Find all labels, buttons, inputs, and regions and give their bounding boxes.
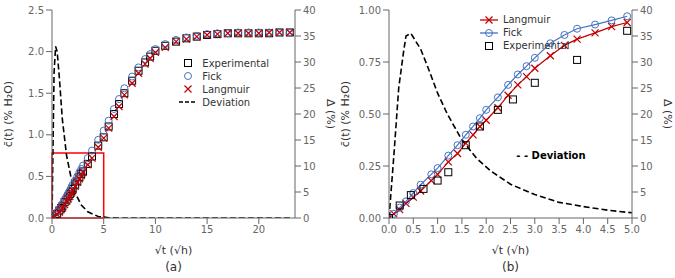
svg-text:40: 40 <box>640 5 653 16</box>
svg-text:0.75: 0.75 <box>359 57 381 68</box>
html-text:Fick: Fick <box>502 27 522 38</box>
svg-text:2.0: 2.0 <box>478 224 494 235</box>
svg-text:0: 0 <box>49 224 55 235</box>
svg-text:- - Deviation: - - Deviation <box>516 150 585 161</box>
svg-text:0.5: 0.5 <box>28 171 44 182</box>
html-text:Experimental: Experimental <box>502 40 570 51</box>
svg-text:2.5: 2.5 <box>503 224 519 235</box>
svg-text:15: 15 <box>201 224 214 235</box>
svg-text:√t (√h): √t (√h) <box>155 244 192 256</box>
svg-text:2.5: 2.5 <box>28 5 44 16</box>
html-text:Deviation: Deviation <box>202 96 251 108</box>
svg-text:c̄(t) (% H₂O): c̄(t) (% H₂O) <box>339 81 352 147</box>
svg-text:10: 10 <box>640 161 653 172</box>
svg-text:Δ (%): Δ (%) <box>661 99 667 129</box>
svg-text:5: 5 <box>640 187 646 198</box>
svg-text:0.0: 0.0 <box>28 213 44 224</box>
svg-text:35: 35 <box>640 31 653 42</box>
svg-text:0.50: 0.50 <box>359 109 381 120</box>
svg-text:0.0: 0.0 <box>381 224 397 235</box>
svg-text:1.5: 1.5 <box>28 88 44 99</box>
svg-text:0: 0 <box>303 213 309 224</box>
svg-text:40: 40 <box>303 5 316 16</box>
svg-text:20: 20 <box>303 109 316 120</box>
svg-text:20: 20 <box>640 109 653 120</box>
html-text:(a): (a) <box>165 260 182 274</box>
svg-text:10: 10 <box>303 161 316 172</box>
svg-text:1.0: 1.0 <box>28 129 44 140</box>
svg-text:2.0: 2.0 <box>28 46 44 57</box>
svg-text:30: 30 <box>640 57 653 68</box>
html-text:Fick: Fick <box>202 70 222 82</box>
svg-text:1.5: 1.5 <box>454 224 470 235</box>
svg-text:10: 10 <box>149 224 162 235</box>
svg-text:5: 5 <box>101 224 107 235</box>
svg-text:3.5: 3.5 <box>551 224 567 235</box>
html-text:Langmuir: Langmuir <box>202 83 250 95</box>
svg-text:15: 15 <box>303 135 316 146</box>
svg-text:0: 0 <box>640 213 646 224</box>
svg-text:5: 5 <box>303 187 309 198</box>
svg-text:20: 20 <box>252 224 265 235</box>
svg-text:1.0: 1.0 <box>430 224 446 235</box>
html-text:Langmuir: Langmuir <box>502 14 551 25</box>
svg-text:√t (√h): √t (√h) <box>492 244 529 256</box>
svg-text:15: 15 <box>640 135 653 146</box>
html-text:Experimental: Experimental <box>202 57 269 69</box>
svg-text:Δ (%): Δ (%) <box>324 99 337 129</box>
svg-text:35: 35 <box>303 31 316 42</box>
svg-text:4.0: 4.0 <box>575 224 591 235</box>
svg-text:0.5: 0.5 <box>405 224 421 235</box>
html-text:(b): (b) <box>502 260 519 274</box>
svg-text:0.25: 0.25 <box>359 161 381 172</box>
svg-text:25: 25 <box>303 83 316 94</box>
svg-text:30: 30 <box>303 57 316 68</box>
svg-text:3.0: 3.0 <box>527 224 543 235</box>
svg-text:1.00: 1.00 <box>359 5 381 16</box>
svg-text:5.0: 5.0 <box>624 224 640 235</box>
svg-text:25: 25 <box>640 83 653 94</box>
svg-text:4.5: 4.5 <box>600 224 616 235</box>
svg-text:c̄(t) (% H₂O): c̄(t) (% H₂O) <box>8 81 15 147</box>
svg-text:0.00: 0.00 <box>359 213 381 224</box>
